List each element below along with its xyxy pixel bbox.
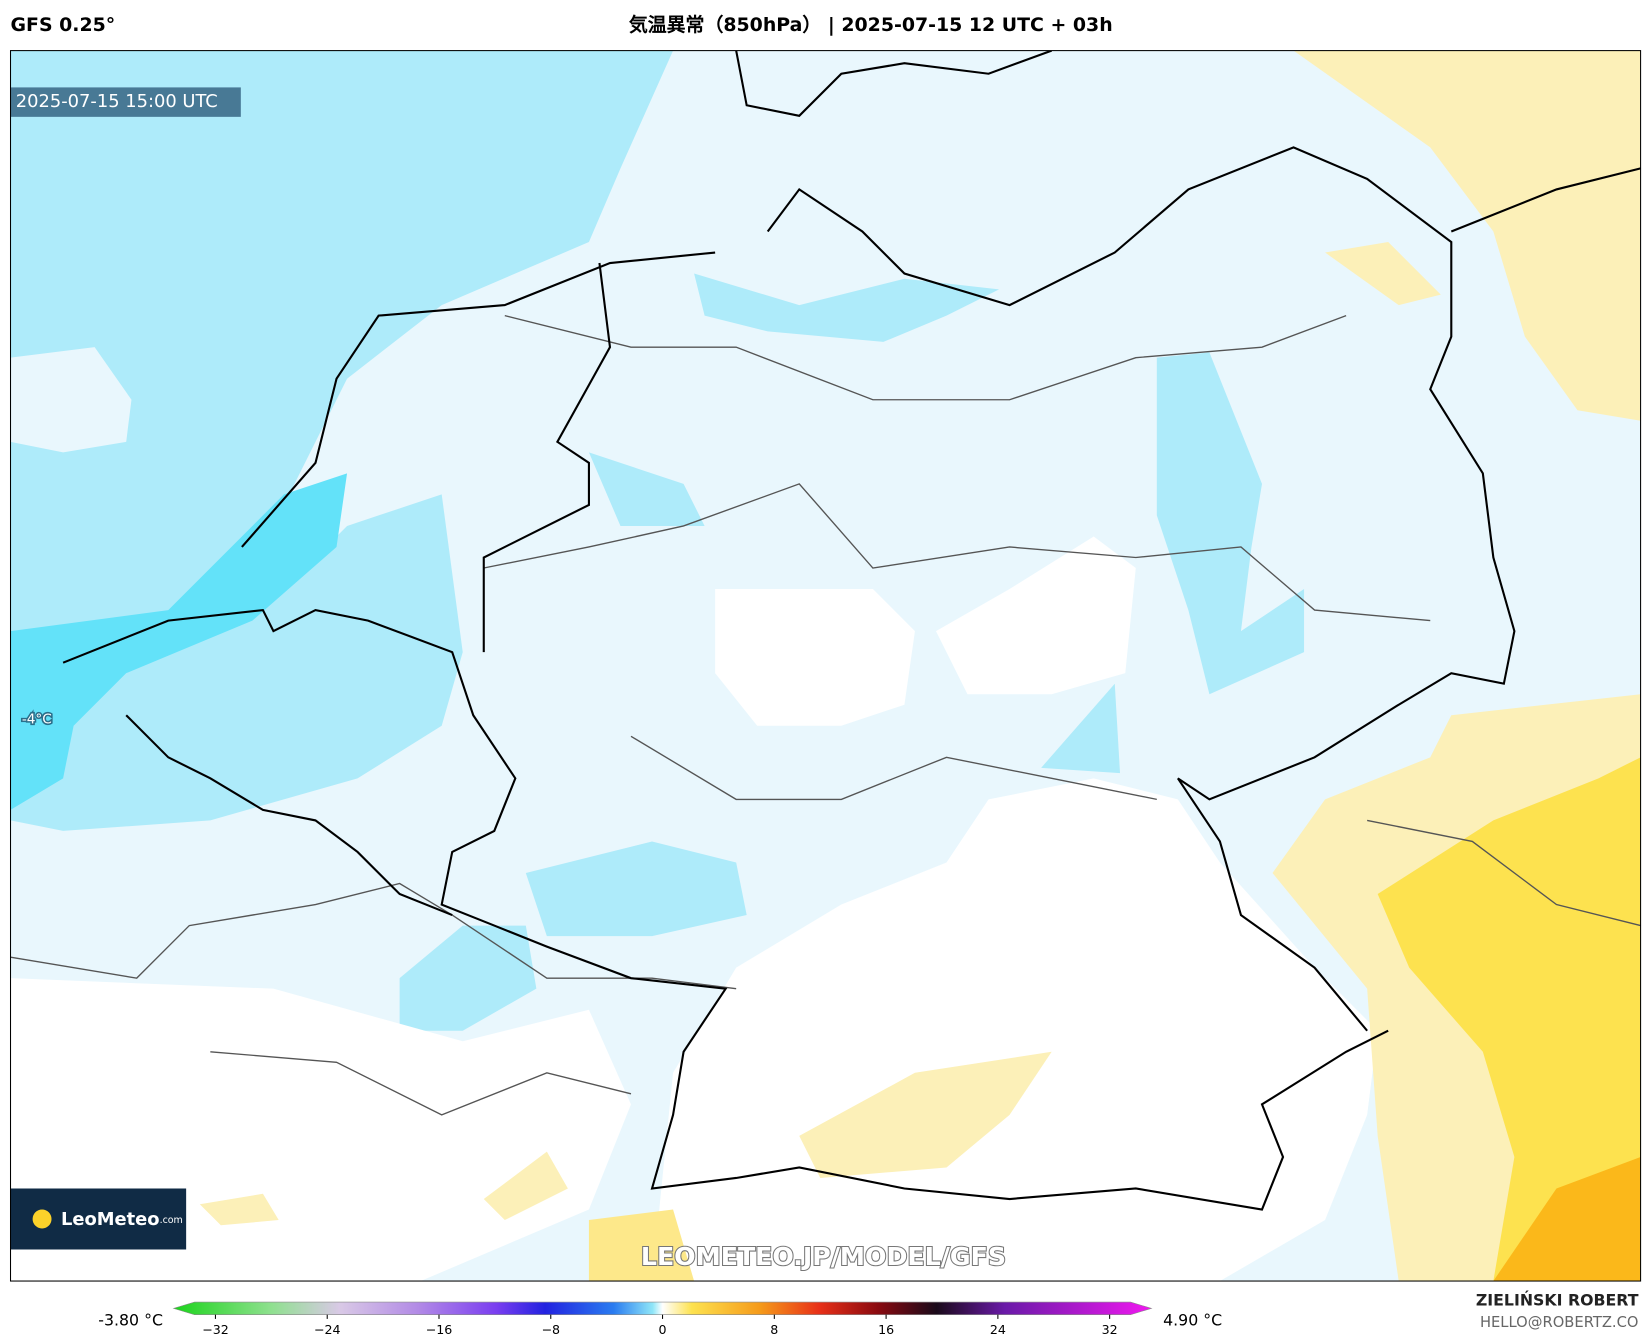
anomaly-area: [935, 536, 1136, 695]
colorbar-tick-label: 16: [878, 1322, 894, 1337]
colorbar-tick-label: 0: [659, 1322, 667, 1337]
anomaly-area: [588, 1209, 695, 1282]
logo-suffix: .com: [160, 1215, 183, 1226]
map-frame: [9, 50, 1642, 1282]
colorbar-tick-label: −8: [541, 1322, 560, 1337]
anomaly-area: [199, 1193, 279, 1226]
map-title: 気温異常（850hPa） | 2025-07-15 12 UTC + 03h: [629, 13, 1113, 36]
anomaly-area: [1377, 757, 1641, 1282]
time-badge: [10, 87, 241, 117]
colorbar-tick-label: 32: [1102, 1322, 1118, 1337]
logo-sun: [32, 1209, 52, 1229]
anomaly-area: [1156, 352, 1305, 695]
anomaly-area: [10, 494, 463, 831]
anomaly-area: [715, 589, 915, 726]
logo-text: LeoMeteo.com: [61, 1209, 183, 1230]
anomaly-area: [1293, 50, 1641, 421]
anomaly-area: [10, 473, 348, 810]
region-borders: [10, 314, 1641, 1116]
model-name: GFS 0.25°: [11, 14, 116, 36]
anomaly-area: [483, 1151, 568, 1221]
colorbar-tick-label: 8: [770, 1322, 778, 1337]
anomaly-area: [1493, 1156, 1641, 1282]
colorbar-min: -3.80 °C: [98, 1311, 163, 1330]
colorbar-tick-label: −32: [202, 1322, 229, 1337]
anomaly-area: [525, 841, 747, 937]
anomaly-area: [694, 273, 1000, 342]
country-borders: [62, 50, 1641, 1211]
anomaly-area: [588, 452, 705, 526]
colorbar-tick-label: −16: [426, 1322, 453, 1337]
contour-label: -4°C: [22, 711, 52, 727]
anomaly-area: [399, 925, 537, 1031]
anomaly-area: [10, 347, 132, 453]
watermark: LEOMETEO.JP/MODEL/GFS: [641, 1242, 1006, 1271]
colorbar: −32 −24 −16 −8 0 8 16 24 32: [172, 1301, 1153, 1337]
colorbar-tick-label: −24: [314, 1322, 341, 1337]
author: ZIELIŃSKI ROBERT: [1476, 1291, 1639, 1310]
anomaly-area: [1041, 683, 1121, 774]
anomaly-area: [799, 1051, 1052, 1178]
colorbar-tick-label: 24: [990, 1322, 1006, 1337]
colorbar-bar: [172, 1301, 1153, 1315]
anomaly-area: [1325, 242, 1441, 306]
map: -4°C 2025-07-15 15:00 UTC LEOMETEO.JP/MO…: [10, 50, 1641, 1282]
email: HELLO@ROBERTZ.CO: [1480, 1314, 1639, 1331]
logo-name: LeoMeteo: [61, 1209, 160, 1230]
colorbar-max: 4.90 °C: [1163, 1311, 1222, 1330]
valid-time: 2025-07-15 15:00 UTC: [16, 91, 218, 112]
anomaly-area: [10, 50, 674, 674]
